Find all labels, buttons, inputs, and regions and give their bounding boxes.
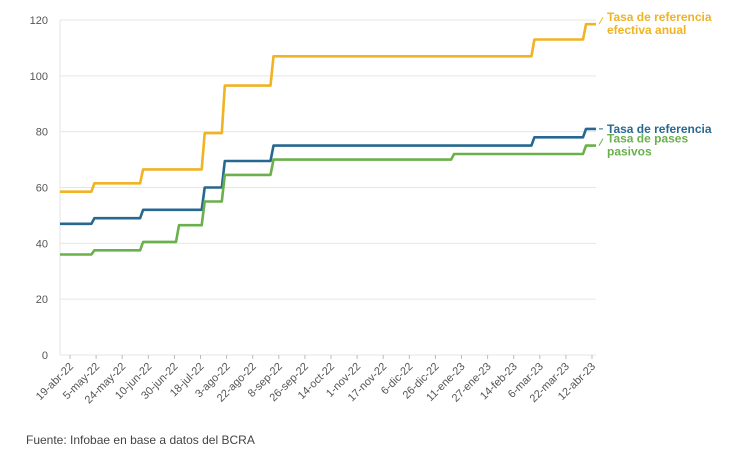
- y-tick-label: 40: [36, 238, 48, 250]
- series-layer: [60, 22, 596, 256]
- series-line-2: [60, 144, 596, 256]
- y-tick-label: 0: [42, 350, 48, 362]
- legend-label-0: efectiva anual: [607, 23, 686, 37]
- y-axis: 0 20 40 60 80 100 120: [30, 15, 48, 362]
- legend-label-1: Tasa de referencia: [607, 122, 712, 136]
- legend-connector-0: [598, 16, 604, 25]
- legend-connector-2: [598, 138, 604, 146]
- x-axis: 19-abr-225-may-2224-may-2210-jun-2230-ju…: [34, 355, 598, 406]
- y-tick-label: 80: [36, 127, 48, 139]
- legend-label-2: Tasa de pases: [607, 132, 688, 146]
- series-line-1: [60, 127, 596, 226]
- legend-label-2: pasivos: [607, 145, 652, 159]
- y-tick-label: 120: [30, 15, 48, 27]
- y-tick-label: 60: [36, 183, 48, 195]
- y-tick-label: 100: [30, 71, 48, 83]
- series-line-0: [60, 22, 596, 193]
- legend-label-0: Tasa de referencia: [607, 10, 712, 24]
- grid-layer: [59, 19, 596, 356]
- y-tick-label: 20: [36, 294, 48, 306]
- source-note: Fuente: Infobae en base a datos del BCRA: [26, 433, 255, 447]
